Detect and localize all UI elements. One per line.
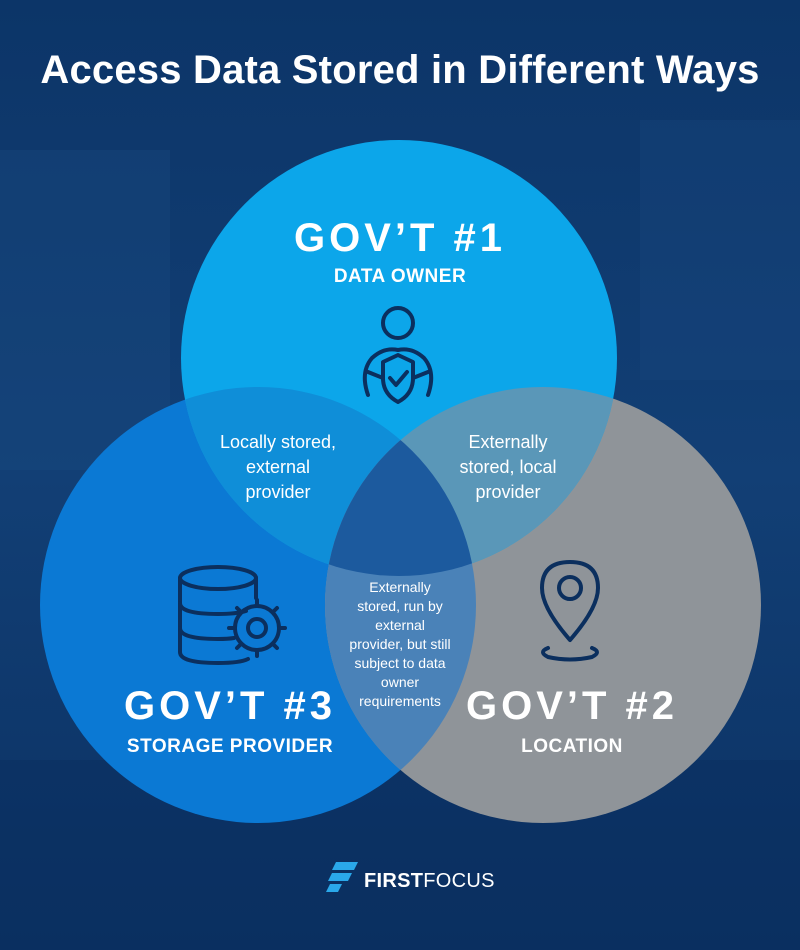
brand-logo: FIRSTFOCUS (326, 858, 494, 898)
gov3-heading: GOV’T #3 (123, 684, 337, 728)
gov1-role: DATA OWNER (333, 266, 467, 287)
overlap-text-line: stored, local (459, 457, 557, 477)
firstfocus-logo-icon (326, 862, 358, 892)
overlap-all-three-text: Externally stored, run by external provi… (330, 578, 470, 711)
gov3-role: STORAGE PROVIDER (126, 736, 334, 757)
brand-name: FIRSTFOCUS (364, 870, 495, 893)
brand-first: FIRST (364, 870, 424, 892)
overlap-gov1-gov2-text: Externally stored, local provider (428, 430, 588, 505)
database-gear-icon (178, 565, 287, 665)
gov1-heading: GOV’T #1 (293, 216, 507, 260)
overlap-text-line: Externally (369, 579, 431, 595)
gov2-role: LOCATION (521, 736, 623, 757)
page-title: Access Data Stored in Different Ways (40, 48, 760, 92)
overlap-text-line: provider, but still (349, 636, 451, 652)
brand-second: FOCUS (423, 870, 495, 892)
overlap-text-line: subject to data (354, 655, 446, 671)
overlap-text-line: provider (475, 482, 541, 502)
overlap-text-line: Externally (468, 432, 548, 452)
overlap-text-line: external (375, 617, 425, 633)
overlap-all-three (325, 387, 476, 576)
overlap-text-line: stored, run by (357, 598, 443, 614)
gov2-heading: GOV’T #2 (465, 684, 679, 728)
overlap-gov1-gov3-text: Locally stored, external provider (198, 430, 358, 505)
overlap-text-line: provider (245, 482, 311, 502)
overlap-text-line: Locally stored, (219, 432, 337, 452)
overlap-text-line: external (245, 457, 311, 477)
person-shield-check-icon (362, 306, 434, 404)
overlap-text-line: owner (380, 674, 420, 690)
map-pin-icon (540, 560, 600, 662)
overlap-text-line: requirements (359, 693, 441, 709)
